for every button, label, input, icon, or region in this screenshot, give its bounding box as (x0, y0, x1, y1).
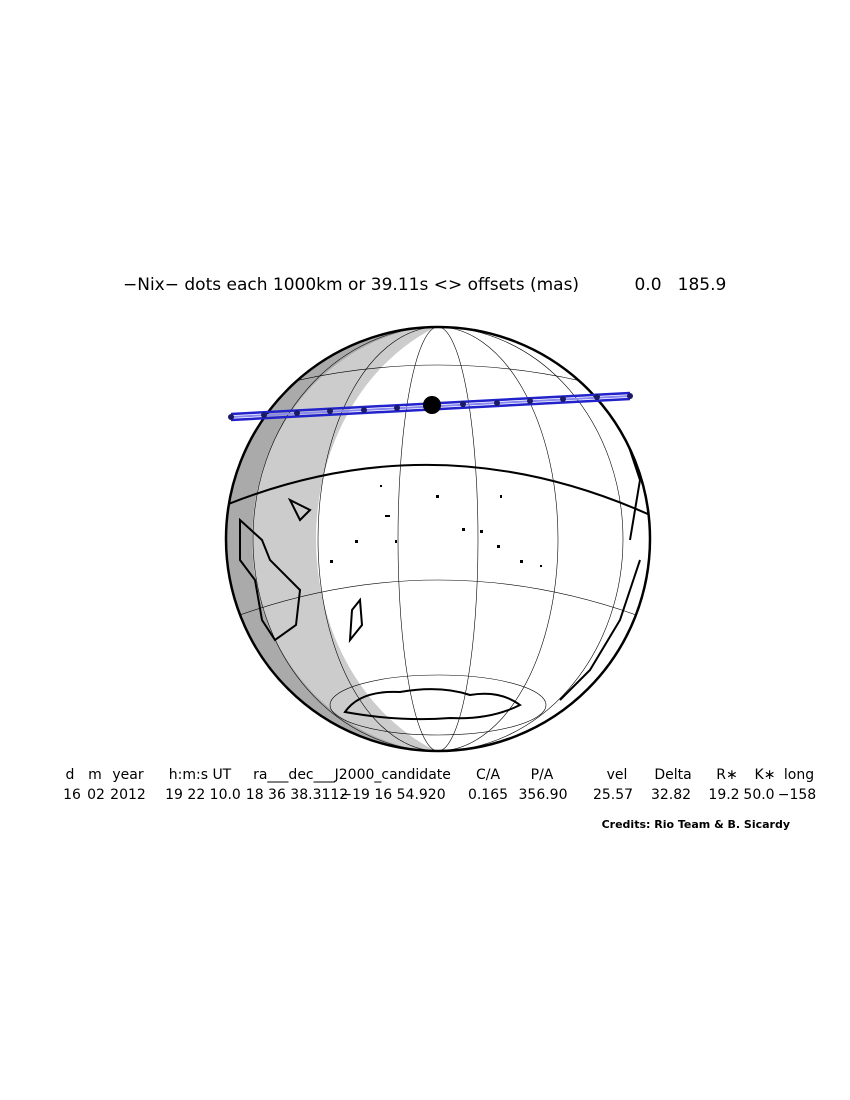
map-title: −Nix− dots each 1000km or 39.11s <> offs… (123, 275, 579, 295)
column-value: 02 (87, 787, 105, 803)
column-value: 25.57 (593, 787, 633, 803)
column-value: 16 (63, 787, 81, 803)
credits: Credits: Rio Team & B. Sicardy (602, 818, 790, 831)
column-header: R∗ (716, 767, 737, 783)
column-value: 50.0 (743, 787, 774, 803)
occultation-track (228, 391, 633, 422)
column-value: 19 22 10.0 (165, 787, 241, 803)
column-header: d (66, 767, 75, 783)
column-header: ra___dec___J2000_candidate (253, 767, 451, 783)
column-value: 356.90 (519, 787, 568, 803)
column-header: K∗ (755, 767, 776, 783)
column-value: 19.2 (708, 787, 739, 803)
column-header: Delta (654, 767, 691, 783)
column-value: −19 16 54.920 (340, 787, 445, 803)
column-header: year (112, 767, 143, 783)
column-header: vel (607, 767, 628, 783)
globe-limb (224, 325, 652, 753)
column-value: 0.165 (468, 787, 508, 803)
column-header: C/A (476, 767, 500, 783)
column-value: −158 (778, 787, 816, 803)
value-row: 16 02 2012 19 22 10.0 18 36 38.3112−19 16 54… (63, 787, 816, 803)
column-header: long (784, 767, 814, 783)
globe (226, 327, 650, 751)
column-value: 32.82 (651, 787, 691, 803)
column-header: m (88, 767, 102, 783)
offset-x: 0.0 (634, 275, 661, 295)
header-row: d m year h:m:s UT ra___dec___J2000_candidate… (66, 767, 815, 783)
column-value: 2012 (110, 787, 146, 803)
column-value: 18 36 38.3112 (246, 787, 348, 803)
offset-y: 185.9 (678, 275, 727, 295)
column-header: h:m:s UT (169, 767, 232, 783)
column-header: P/A (531, 767, 554, 783)
